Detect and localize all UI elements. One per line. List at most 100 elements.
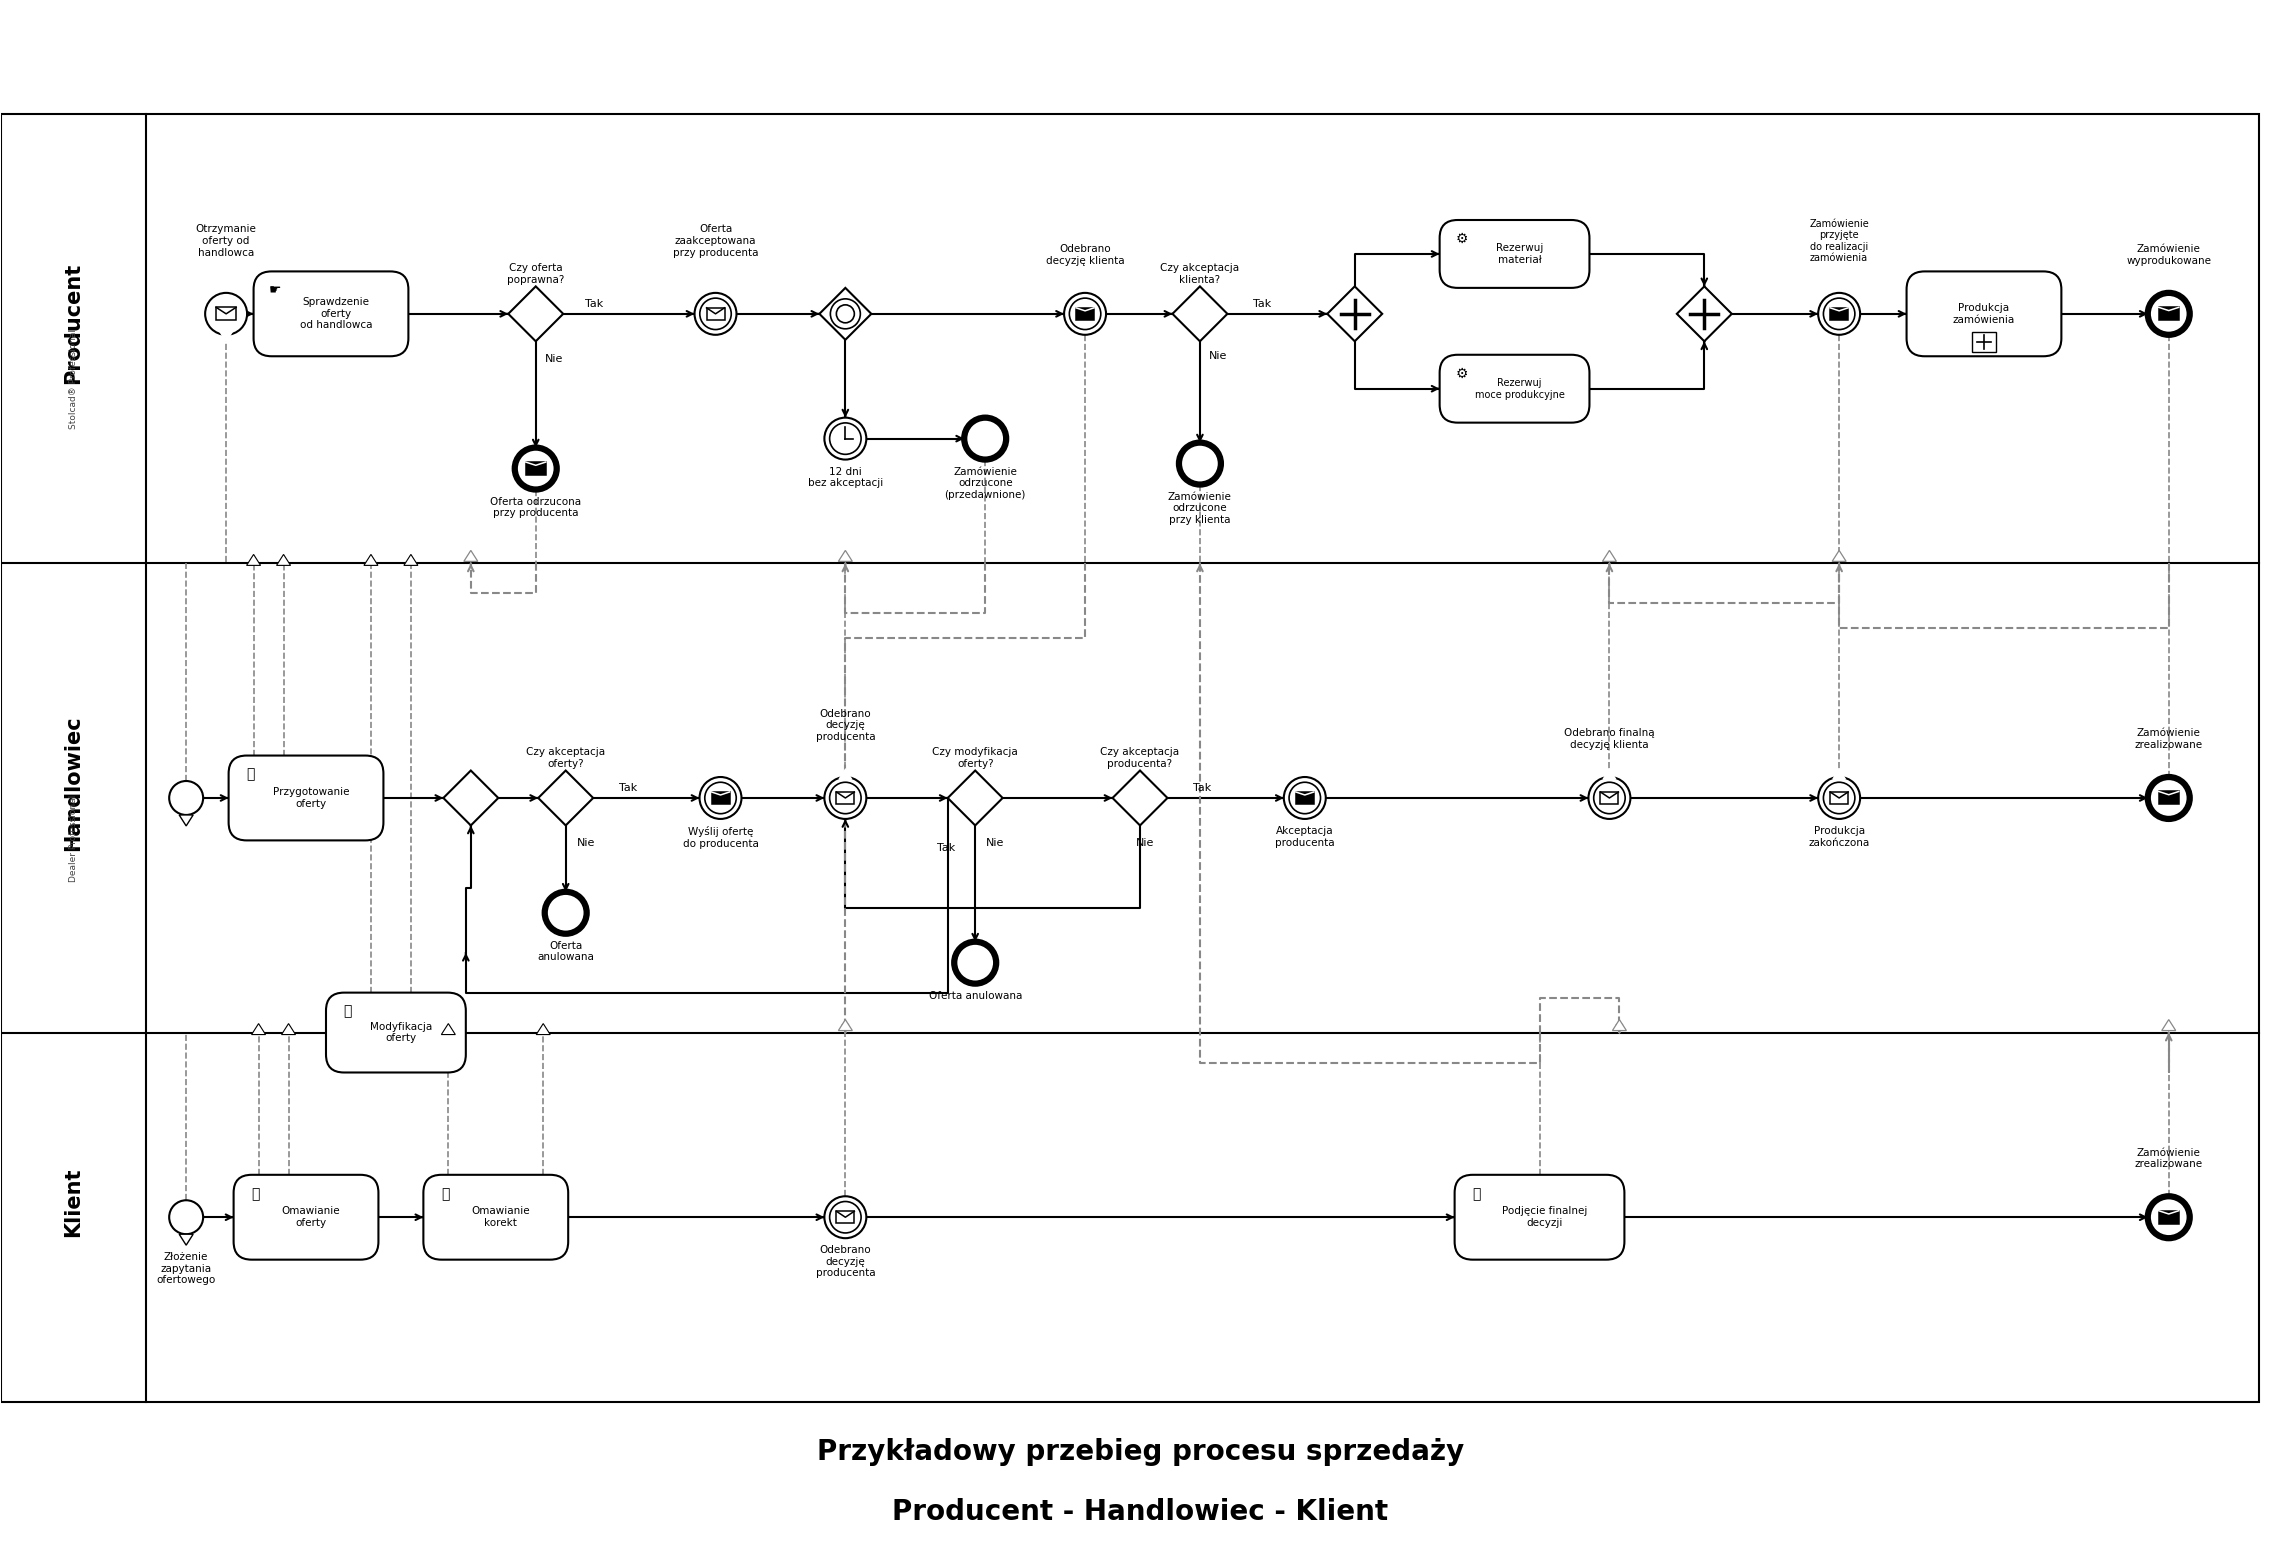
- Text: Akceptacja
producenta: Akceptacja producenta: [1275, 826, 1334, 848]
- Circle shape: [823, 778, 867, 818]
- Text: Czy akceptacja
producenta?: Czy akceptacja producenta?: [1099, 748, 1179, 768]
- Circle shape: [1818, 293, 1859, 336]
- Bar: [712, 792, 730, 804]
- Text: Nie: Nie: [985, 837, 1004, 848]
- Circle shape: [1289, 782, 1321, 814]
- Circle shape: [1070, 298, 1102, 329]
- Circle shape: [1588, 778, 1631, 818]
- Text: Modyfikacja
oferty: Modyfikacja oferty: [370, 1022, 431, 1043]
- Text: Podjęcie finalnej
decyzji: Podjęcie finalnej decyzji: [1501, 1206, 1588, 1228]
- Text: ⚙: ⚙: [1455, 232, 1469, 246]
- Text: Czy akceptacja
klienta?: Czy akceptacja klienta?: [1161, 263, 1239, 285]
- Circle shape: [837, 304, 855, 323]
- Text: Producent - Handlowiec - Klient: Producent - Handlowiec - Klient: [892, 1497, 1389, 1526]
- Text: Sprawdzenie
oferty
od handlowca: Sprawdzenie oferty od handlowca: [299, 298, 372, 331]
- FancyBboxPatch shape: [326, 993, 465, 1073]
- Circle shape: [169, 1200, 203, 1234]
- Polygon shape: [839, 550, 853, 561]
- Circle shape: [830, 1201, 862, 1232]
- Polygon shape: [1328, 287, 1382, 342]
- Circle shape: [1594, 782, 1624, 814]
- Polygon shape: [180, 1234, 194, 1245]
- Text: Handlowiec: Handlowiec: [64, 715, 84, 851]
- Text: Omawianie
korekt: Omawianie korekt: [472, 1206, 529, 1228]
- Text: 12 dni
bez akceptacji: 12 dni bez akceptacji: [807, 467, 883, 488]
- Text: Przykładowy przebieg procesu sprzedaży: Przykładowy przebieg procesu sprzedaży: [817, 1438, 1464, 1466]
- Polygon shape: [947, 770, 1004, 825]
- Text: Zamówienie
przyjęte
do realizacji
zamówienia: Zamówienie przyjęte do realizacji zamówi…: [1809, 218, 1868, 263]
- Bar: [1077, 307, 1095, 320]
- FancyBboxPatch shape: [228, 756, 383, 840]
- Text: Zamówienie
odrzucone
(przedawnione): Zamówienie odrzucone (przedawnione): [944, 467, 1026, 500]
- Circle shape: [205, 293, 246, 336]
- Bar: [1829, 792, 1848, 804]
- FancyBboxPatch shape: [1907, 271, 2062, 356]
- Circle shape: [2149, 1196, 2190, 1239]
- Circle shape: [823, 1196, 867, 1239]
- Text: Oferta odrzucona
przy producenta: Oferta odrzucona przy producenta: [490, 497, 582, 517]
- Bar: [217, 307, 237, 320]
- Bar: [2158, 307, 2178, 320]
- Text: Rezerwuj
materiał: Rezerwuj materiał: [1496, 243, 1544, 265]
- Polygon shape: [276, 555, 290, 566]
- Polygon shape: [509, 287, 563, 342]
- Polygon shape: [536, 1024, 550, 1035]
- Circle shape: [1284, 778, 1325, 818]
- Text: Oferta
zaakceptowana
przy producenta: Oferta zaakceptowana przy producenta: [673, 224, 757, 257]
- Circle shape: [705, 782, 737, 814]
- Text: 👤: 👤: [440, 1187, 449, 1201]
- Text: 👤: 👤: [246, 767, 255, 781]
- Circle shape: [169, 781, 203, 815]
- Text: Zamówienie
zrealizowane: Zamówienie zrealizowane: [2135, 1148, 2203, 1170]
- Polygon shape: [219, 332, 233, 343]
- Text: Rezerwuj
moce produkcyjne: Rezerwuj moce produkcyjne: [1474, 378, 1565, 400]
- Text: Nie: Nie: [1209, 351, 1227, 361]
- Polygon shape: [1113, 770, 1168, 825]
- FancyBboxPatch shape: [233, 1174, 379, 1259]
- Bar: [837, 792, 855, 804]
- Circle shape: [516, 447, 557, 489]
- Text: Odebrano
decyzję klienta: Odebrano decyzję klienta: [1045, 245, 1125, 265]
- Polygon shape: [463, 550, 477, 561]
- Polygon shape: [1677, 287, 1731, 342]
- Text: Otrzymanie
oferty od
handlowca: Otrzymanie oferty od handlowca: [196, 224, 255, 257]
- Text: Odebrano
decyzję
producenta: Odebrano decyzję producenta: [817, 1245, 876, 1278]
- Circle shape: [830, 782, 862, 814]
- Text: 👤: 👤: [344, 1005, 351, 1019]
- Polygon shape: [839, 1019, 853, 1030]
- Bar: [1973, 332, 1996, 353]
- Text: Tak: Tak: [1193, 782, 1211, 793]
- Circle shape: [700, 298, 732, 329]
- Text: ⚙: ⚙: [1455, 367, 1469, 381]
- Polygon shape: [1832, 550, 1845, 561]
- Text: Zamówienie
odrzucone
przy klienta: Zamówienie odrzucone przy klienta: [1168, 491, 1232, 525]
- Circle shape: [965, 417, 1006, 459]
- Polygon shape: [1172, 287, 1227, 342]
- Text: Tak: Tak: [1252, 299, 1271, 309]
- FancyBboxPatch shape: [253, 271, 408, 356]
- Circle shape: [1065, 293, 1106, 336]
- Text: Nie: Nie: [577, 837, 595, 848]
- Bar: [1829, 307, 1848, 320]
- Text: Zamówienie
wyprodukowane: Zamówienie wyprodukowane: [2126, 245, 2210, 265]
- Polygon shape: [1832, 768, 1845, 779]
- Bar: [707, 307, 725, 320]
- Polygon shape: [281, 1024, 297, 1035]
- Text: Czy modyfikacja
oferty?: Czy modyfikacja oferty?: [933, 748, 1017, 768]
- Text: Nie: Nie: [545, 354, 563, 364]
- Text: Omawianie
oferty: Omawianie oferty: [281, 1206, 340, 1228]
- FancyBboxPatch shape: [424, 1174, 568, 1259]
- Text: Oferta
anulowana: Oferta anulowana: [538, 941, 593, 963]
- Polygon shape: [1613, 1019, 1626, 1030]
- Circle shape: [1823, 782, 1854, 814]
- Text: Odebrano finalną
decyzję klienta: Odebrano finalną decyzję klienta: [1565, 728, 1654, 750]
- Circle shape: [1823, 298, 1854, 329]
- Bar: [2, 114, 2258, 1402]
- Text: Czy oferta
poprawna?: Czy oferta poprawna?: [506, 263, 563, 285]
- Text: Czy akceptacja
oferty?: Czy akceptacja oferty?: [527, 748, 604, 768]
- Text: Nie: Nie: [1136, 837, 1154, 848]
- Text: Zamówienie
zrealizowane: Zamówienie zrealizowane: [2135, 728, 2203, 750]
- Polygon shape: [443, 770, 497, 825]
- Circle shape: [2149, 778, 2190, 818]
- Bar: [837, 1210, 855, 1223]
